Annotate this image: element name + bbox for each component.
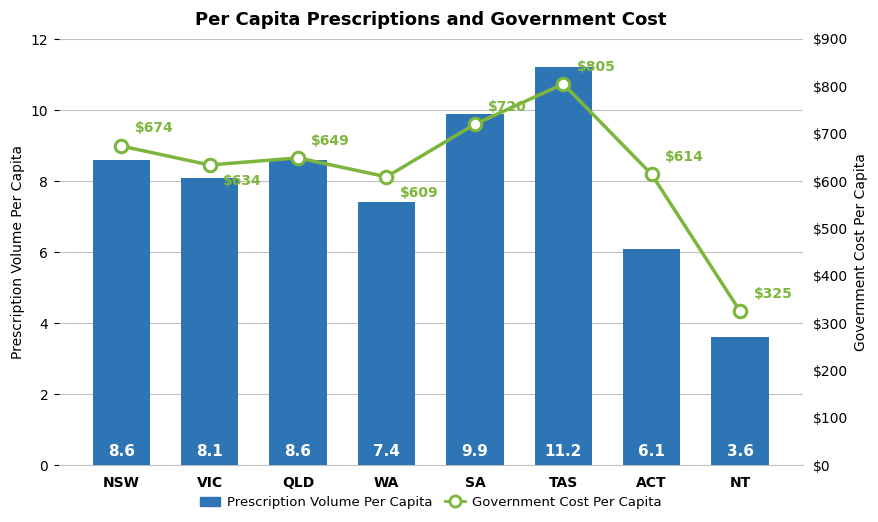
Text: $325: $325	[752, 287, 791, 301]
Bar	[534, 67, 592, 465]
Text: 7.4: 7.4	[372, 444, 399, 459]
Text: $674: $674	[134, 121, 173, 135]
Text: 9.9: 9.9	[461, 444, 488, 459]
Legend: Prescription Volume Per Capita, Government Cost Per Capita: Prescription Volume Per Capita, Governme…	[195, 491, 666, 514]
Text: $609: $609	[399, 186, 438, 200]
Text: 6.1: 6.1	[637, 444, 665, 459]
Bar	[269, 160, 327, 465]
Bar	[623, 248, 680, 465]
Text: $634: $634	[223, 174, 262, 188]
Text: 8.6: 8.6	[108, 444, 134, 459]
Text: $805: $805	[576, 60, 615, 74]
Text: $720: $720	[487, 100, 526, 114]
Text: 8.6: 8.6	[284, 444, 311, 459]
Bar	[357, 203, 414, 465]
Text: $614: $614	[665, 150, 703, 164]
Y-axis label: Government Cost Per Capita: Government Cost Per Capita	[853, 153, 867, 351]
Bar	[92, 160, 150, 465]
Bar	[710, 337, 768, 465]
Title: Per Capita Prescriptions and Government Cost: Per Capita Prescriptions and Government …	[195, 11, 666, 29]
Text: $649: $649	[311, 134, 349, 148]
Y-axis label: Prescription Volume Per Capita: Prescription Volume Per Capita	[11, 145, 25, 359]
Bar	[181, 177, 238, 465]
Bar	[446, 114, 503, 465]
Text: 8.1: 8.1	[196, 444, 223, 459]
Text: 11.2: 11.2	[544, 444, 581, 459]
Text: 3.6: 3.6	[726, 444, 752, 459]
